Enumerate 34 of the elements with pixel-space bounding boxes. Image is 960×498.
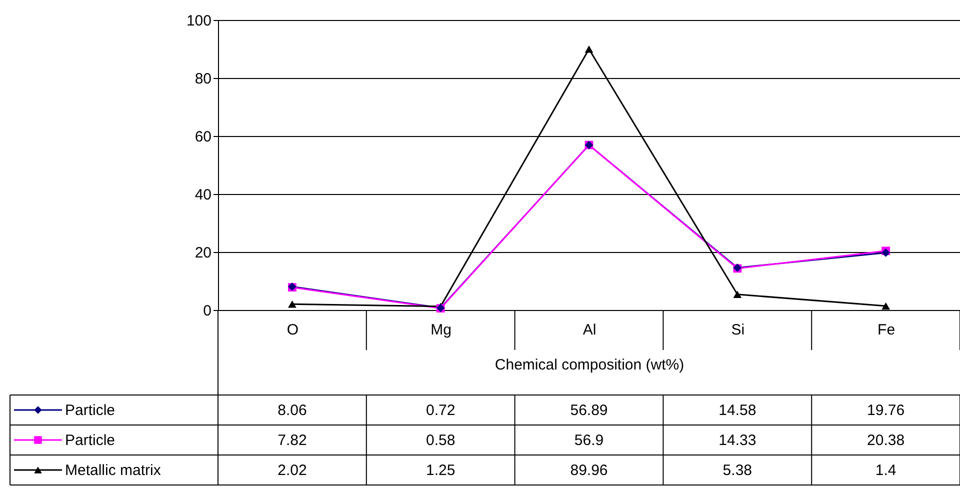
point <box>882 302 890 310</box>
data-label: 1.4 <box>875 462 896 479</box>
data-label: 0.58 <box>426 432 456 449</box>
point <box>584 45 594 53</box>
data-label: 1.25 <box>426 462 456 479</box>
data-label: 56.9 <box>574 432 604 449</box>
data-label: 20.38 <box>867 432 905 449</box>
x-axis-title: Chemical composition (wt%) <box>494 356 684 374</box>
legend-label: Particle <box>65 402 116 419</box>
x-tick-label: O <box>286 322 299 338</box>
data-label: 56.89 <box>570 402 608 419</box>
data-label: 89.96 <box>570 462 608 479</box>
data-label: 7.82 <box>278 432 307 449</box>
data-label: 19.76 <box>867 402 905 419</box>
x-tick-label: Si <box>731 322 745 338</box>
data-label: 14.33 <box>718 432 756 449</box>
y-tick-label: 60 <box>194 128 212 146</box>
y-tick-label: 80 <box>194 70 212 88</box>
y-tick-label: 40 <box>194 186 212 204</box>
data-label: 8.06 <box>278 402 307 419</box>
data-label: 5.38 <box>722 462 752 479</box>
x-tick-label: Fe <box>878 322 896 338</box>
legend-label: Metallic matrix <box>65 462 162 479</box>
point <box>288 300 296 308</box>
y-tick-label: 20 <box>194 244 212 262</box>
data-label: 0.72 <box>426 402 456 419</box>
data-label: 14.58 <box>718 402 756 419</box>
y-tick-label: 100 <box>186 12 212 30</box>
point <box>733 290 742 298</box>
legend-label: Particle <box>65 432 116 449</box>
data-label: 2.02 <box>278 462 307 479</box>
x-tick-label: Al <box>582 322 596 338</box>
y-tick-label: 0 <box>203 302 212 320</box>
x-tick-label: Mg <box>430 322 452 338</box>
